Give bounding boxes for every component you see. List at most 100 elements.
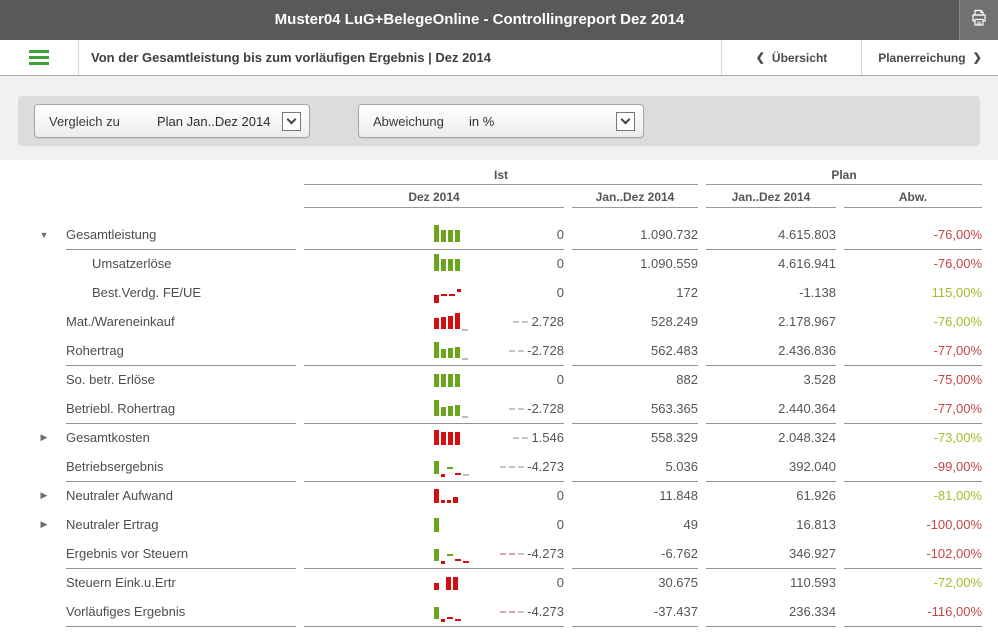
dez-value-wrap: 0 [557,372,564,387]
deviation-value: in % [469,113,495,129]
row-label: Gesamtkosten [66,430,150,445]
table-row[interactable]: ▼ Gesamtleistung 0 1.090.732 4.615.803 -76,00… [30,220,982,250]
spark-segment [448,230,453,242]
sparkline [434,514,441,532]
collapse-icon[interactable]: ▼ [39,230,49,240]
expand-icon[interactable]: ▶ [40,432,48,442]
dez-value-wrap: 0 [557,488,564,503]
dez-value: 0 [556,227,564,242]
compare-to-select[interactable]: Vergleich zu Plan Jan..Dez 2014 [34,104,310,138]
spark-segment [434,400,439,416]
dez-cell: 2.728 [304,307,564,336]
dez-cell: 0 [304,568,564,597]
deviation-select[interactable]: Abweichung in % [358,104,644,138]
spark-segment [441,259,446,271]
dez-value: -4.273 [527,604,564,619]
table-row[interactable]: Betriebl. Rohertrag -2.728 563.365 2.440.36… [30,394,982,424]
dez-cell: 0 [304,278,564,307]
spark-segment [441,619,445,622]
table-row[interactable]: Betriebsergebnis -4.273 5.036 392.040 -99,00… [30,452,982,482]
ist-year-value: 5.036 [572,452,698,482]
mini-dash [522,436,529,439]
table-row[interactable]: Steuern Eink.u.Ertr 0 30.675 110.593 -72,00% [30,568,982,597]
ist-year-value: 1.090.732 [572,220,698,250]
dropdown-arrow-icon[interactable] [282,111,301,131]
dez-value: 1.546 [531,430,564,445]
sparkline [434,369,462,387]
dez-cell: 0 [304,481,564,510]
row-label: Neutraler Aufwand [66,488,173,503]
row-expander-cell [30,540,58,569]
spark-segment [434,607,439,619]
table-row[interactable]: ▶ Neutraler Aufwand 0 11.848 61.926 -81,00% [30,481,982,510]
sparkline [434,282,463,303]
sparkline [434,311,470,331]
spark-segment [453,497,458,503]
row-label: Steuern Eink.u.Ertr [66,575,176,590]
mini-dash [500,552,507,555]
mini-dash [518,407,525,410]
sparkline [434,456,471,477]
table-row[interactable]: Best.Verdg. FE/UE 0 172 -1.138 115,00% [30,278,982,307]
report-table: Ist Plan Dez 2014 Jan..Dez 2014 Jan..Dez… [30,168,982,627]
spark-segment [455,259,460,271]
overview-button[interactable]: ❮ Übersicht [721,40,861,75]
row-label: Gesamtleistung [66,220,296,250]
spark-segment [434,374,439,387]
plan-achievement-button-label: Planerreichung [878,50,966,65]
dez-cell: -2.728 [304,394,564,424]
row-label: Ergebnis vor Steuern [66,539,296,569]
table-row[interactable]: So. betr. Erlöse 0 882 3.528 -75,00% [30,365,982,394]
table-row[interactable]: Rohertrag -2.728 562.483 2.436.836 -77,00% [30,336,982,366]
row-label: Rohertrag [66,336,296,366]
spark-segment [434,461,439,474]
mini-dash [522,320,529,323]
spark-segment [434,518,439,532]
spark-segment [447,554,453,556]
column-header-dez: Dez 2014 [304,186,564,208]
row-expander-cell [30,337,58,366]
table-row[interactable]: Ergebnis vor Steuern -4.273 -6.762 346.927-… [30,539,982,569]
dez-value-wrap: -4.273 [500,546,564,561]
spark-segment [455,313,460,329]
print-button[interactable] [959,0,998,40]
mini-dash [509,610,516,613]
spark-segment [446,577,451,590]
spark-segment [462,416,468,418]
table-row[interactable]: Mat./Wareneinkauf 2.728 528.249 2.178.967 -7… [30,307,982,336]
row-label: Betriebsergebnis [66,452,296,482]
table-row[interactable]: ▶ Neutraler Ertrag 0 49 16.813 -100,00% [30,510,982,539]
dez-cell: 0 [304,510,564,539]
toolbar: Von der Gesamtleistung bis zum vorläufig… [0,40,998,76]
table-row[interactable]: Umsatzerlöse 0 1.090.559 4.616.941 -76,00% [30,249,982,278]
dez-value-wrap: 2.728 [513,314,564,329]
filter-band: Vergleich zu Plan Jan..Dez 2014 Abweichu… [0,76,998,160]
plan-year-value: 2.048.324 [778,430,836,445]
plan-year-value: 346.927 [706,539,836,569]
expand-icon[interactable]: ▶ [40,490,48,500]
spark-segment [462,358,468,360]
plan-year-value: 392.040 [706,452,836,482]
mini-dash [518,610,525,613]
abw-value: -75,00% [933,372,982,387]
table-row[interactable]: Vorläufiges Ergebnis -4.273 -37.437 236.334… [30,597,982,627]
sparkline [434,543,471,564]
spark-segment [447,500,451,503]
mini-dash [513,320,520,323]
plan-year-value: 236.334 [706,597,836,627]
plan-achievement-button[interactable]: Planerreichung ❯ [861,40,998,75]
sparkline [434,224,462,242]
expand-icon[interactable]: ▶ [40,519,48,529]
dropdown-arrow-icon[interactable] [616,111,635,131]
dez-cell: -4.273 [304,539,564,569]
spark-segment [441,374,446,387]
row-label: Vorläufiges Ergebnis [66,597,296,627]
spark-segment [441,432,446,445]
dez-value-wrap: -2.728 [509,343,564,358]
mini-dash [518,552,525,555]
abw-value: -77,00% [844,336,982,366]
menu-button[interactable] [0,40,79,75]
mini-dash [500,465,507,468]
spark-segment [441,317,446,329]
table-row[interactable]: ▶ Gesamtkosten 1.546 558.329 2.048.324 -73,00… [30,423,982,452]
